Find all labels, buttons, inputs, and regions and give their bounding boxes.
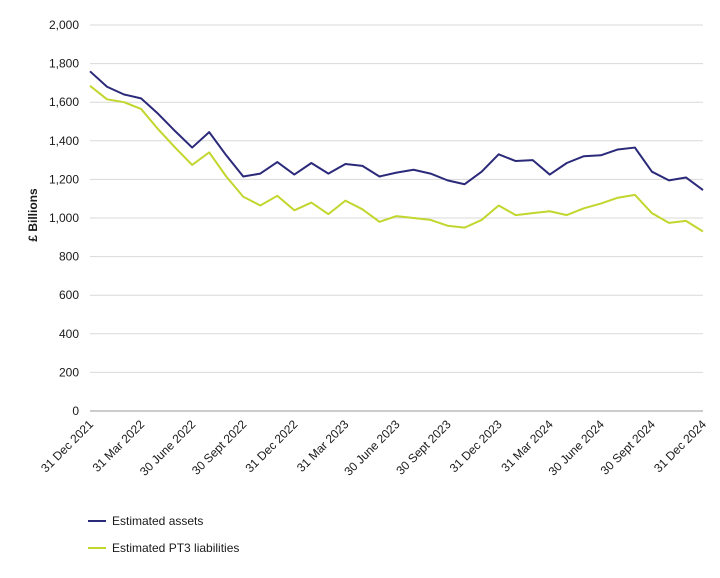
y-tick-label: 1,800 <box>49 57 79 71</box>
legend: Estimated assets Estimated PT3 liabiliti… <box>88 514 239 555</box>
y-tick-label: 2,000 <box>49 18 79 32</box>
y-tick-label: 1,200 <box>49 172 79 186</box>
y-tick-label: 800 <box>59 250 79 264</box>
x-tick-label: 31 Dec 2024 <box>651 417 709 475</box>
legend-label-estimated-pt3-liabilities: Estimated PT3 liabilities <box>112 541 239 555</box>
series-line-estimated-assets <box>89 70 704 191</box>
y-tick-label: 600 <box>59 288 79 302</box>
series-lines <box>89 70 704 233</box>
x-tick-label: 31 Dec 2022 <box>242 417 300 475</box>
y-tick-label: 200 <box>59 365 79 379</box>
x-tick-label: 31 Dec 2021 <box>38 417 96 475</box>
y-axis-title: £ Billions <box>26 188 40 242</box>
x-tick-label: 30 Sept 2024 <box>598 417 659 478</box>
x-tick-label: 30 Sept 2023 <box>393 417 454 478</box>
y-tick-label: 1,000 <box>49 211 79 225</box>
x-tick-label: 31 Dec 2023 <box>447 417 505 475</box>
y-tick-label: 1,400 <box>49 134 79 148</box>
series-line-estimated-pt3-liabilities <box>89 85 704 233</box>
y-tick-label: 400 <box>59 327 79 341</box>
y-tick-label: 1,600 <box>49 95 79 109</box>
x-tick-label: 30 Sept 2022 <box>189 417 250 478</box>
gridlines <box>90 24 703 412</box>
legend-label-estimated-assets: Estimated assets <box>112 514 203 528</box>
y-tick-label: 0 <box>72 404 79 418</box>
y-axis-tick-labels: 0 200 400 600 800 1,000 1,200 1,400 1,600 1,800 2,… <box>49 18 79 418</box>
